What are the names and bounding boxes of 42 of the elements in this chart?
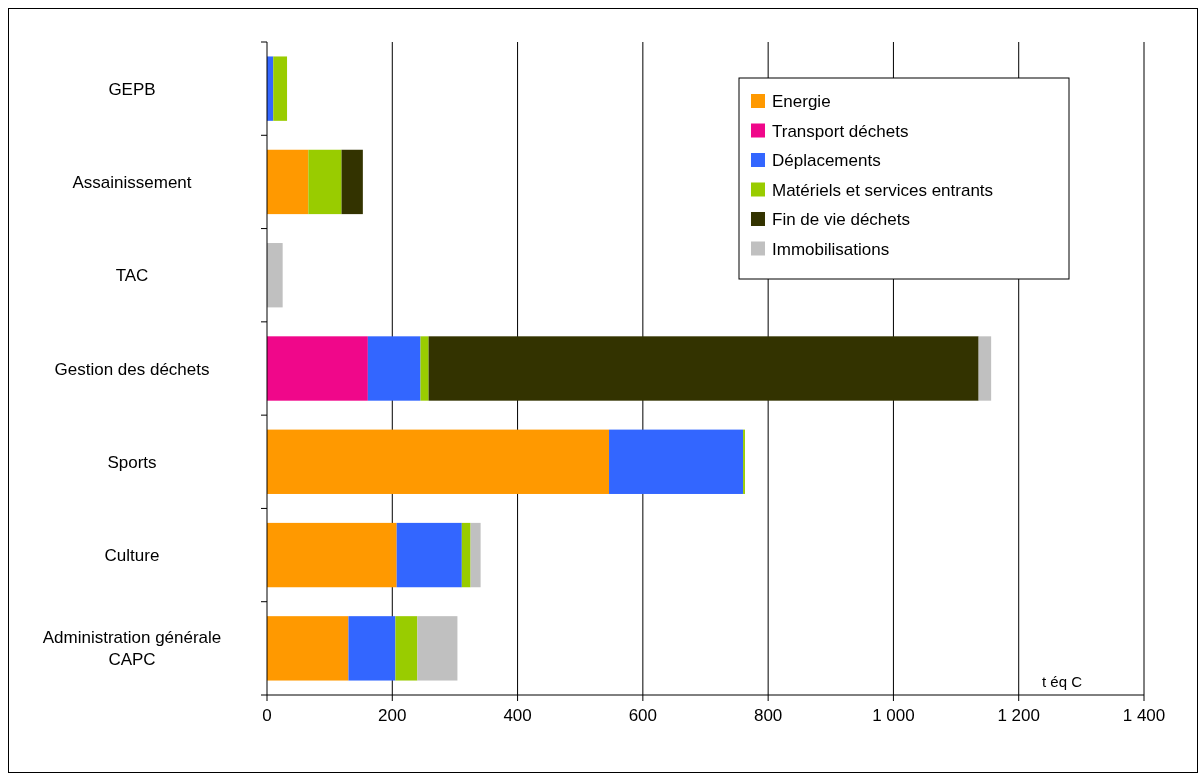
x-tick-label: 1 000: [872, 706, 915, 725]
y-tick-label: Culture: [104, 546, 160, 566]
x-tick-label: 400: [503, 706, 532, 725]
legend-label: Transport déchets: [772, 121, 909, 141]
legend-label: Matériels et services entrants: [772, 180, 994, 200]
bar: [267, 522, 397, 588]
bar: [273, 56, 288, 121]
x-tick-label: 200: [378, 706, 407, 725]
y-tick-label: Assainissement: [72, 172, 192, 192]
bar: [348, 616, 396, 681]
bar: [470, 522, 481, 588]
x-tick-label: 600: [628, 706, 658, 725]
bar: [395, 616, 418, 681]
x-axis-title: t éq C: [1041, 673, 1083, 690]
bar: [417, 616, 458, 681]
bar: [428, 336, 979, 401]
bar: [461, 522, 471, 588]
y-tick-label: Administration générale CAPC: [42, 628, 222, 670]
y-tick-label: Gestion des déchets: [54, 359, 210, 379]
legend-label: Fin de vie déchets: [772, 210, 910, 229]
bar: [267, 149, 309, 215]
x-tick-label: 0: [262, 706, 272, 725]
bar: [367, 336, 421, 401]
bar: [609, 429, 744, 494]
bar: [267, 616, 349, 681]
bar: [978, 336, 992, 401]
x-tick-label: 1 200: [997, 706, 1040, 725]
y-tick-label: TAC: [115, 266, 149, 286]
bar: [267, 243, 283, 308]
legend-label: Déplacements: [772, 151, 881, 170]
bar: [267, 336, 368, 401]
bar: [308, 149, 342, 215]
bar: [396, 522, 462, 588]
y-tick-label: Sports: [107, 452, 157, 472]
x-tick-label: 1 400: [1122, 706, 1166, 725]
bar: [341, 149, 363, 215]
bar: [267, 429, 610, 494]
legend-label: Immobilisations: [772, 239, 890, 259]
bar: [420, 336, 429, 401]
x-tick-label: 800: [753, 706, 783, 725]
y-tick-label: GEPB: [108, 79, 156, 99]
legend-label: Energie: [772, 92, 831, 111]
